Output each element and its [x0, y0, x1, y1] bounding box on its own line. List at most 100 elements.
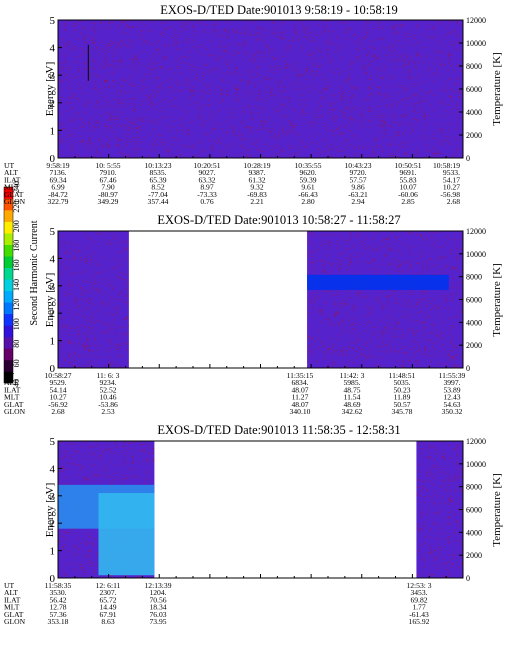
colorbar-tick-label: 220	[12, 201, 21, 213]
table-cell: 54.14	[49, 385, 66, 394]
row-label: GLON	[4, 407, 26, 416]
y2-tick-label: 8000	[466, 273, 482, 282]
table-cell: 357.44	[148, 197, 169, 206]
table-cell: 11:58:35	[45, 581, 72, 590]
table-cell: 11.27	[292, 393, 309, 402]
table-cell: 53.89	[443, 385, 460, 394]
table-cell: 10:20:51	[193, 161, 220, 170]
colorbar-swatch	[4, 313, 13, 326]
panel-1-title: EXOS-D/TED Date:901013 9:58:19 - 10:58:1…	[160, 3, 397, 17]
table-cell: 9.61	[301, 183, 314, 192]
table-cell: 2307.	[99, 588, 116, 597]
table-cell: 7.90	[101, 183, 114, 192]
colorbar-label: Second Harmonic Current	[29, 220, 40, 325]
table-cell: 11: 6: 3	[97, 371, 120, 380]
table-cell: 8.97	[200, 183, 213, 192]
table-cell: 9720.	[349, 168, 366, 177]
table-cell: 48.69	[343, 400, 360, 409]
table-cell: 8535.	[149, 168, 166, 177]
table-cell: -66.43	[298, 190, 318, 199]
y2-tick-label: 8000	[466, 483, 482, 492]
table-cell: 56.42	[49, 595, 66, 604]
table-cell: 2.68	[447, 197, 460, 206]
y-tick-label: 5	[50, 226, 56, 238]
table-cell: 7136.	[49, 168, 66, 177]
table-cell: 9:58:19	[46, 161, 69, 170]
colorbar-tick-label: 60	[12, 359, 21, 367]
table-cell: 73.95	[149, 617, 166, 626]
y-tick-label: 1	[50, 125, 56, 137]
y-tick-label: 2	[50, 308, 56, 320]
table-cell: 9.32	[250, 183, 263, 192]
table-cell: 10:58:19	[433, 161, 460, 170]
table-cell: 8.63	[101, 617, 114, 626]
table-cell: 342.62	[342, 407, 363, 416]
table-cell: -56.92	[48, 400, 68, 409]
table-cell: 12:53: 3	[406, 581, 431, 590]
y2-tick-label: 10000	[466, 39, 486, 48]
row-label: UT	[4, 371, 14, 380]
y2-tick-label: 0	[466, 574, 470, 583]
table-cell: 65.39	[149, 175, 166, 184]
colorbar-tick-label: 80	[12, 340, 21, 348]
table-cell: 165.92	[409, 617, 430, 626]
y-tick-label: 5	[50, 15, 56, 27]
y-tick-label: 1	[50, 546, 56, 558]
table-cell: 10: 5:55	[95, 161, 120, 170]
row-label: MLT	[4, 393, 20, 402]
table-cell: 7910.	[99, 168, 116, 177]
table-cell: 54.63	[443, 400, 460, 409]
y2-tick-label: 12000	[466, 437, 486, 446]
table-cell: -60.06	[398, 190, 418, 199]
table-cell: 12:13:39	[144, 581, 171, 590]
panel-1: EXOS-D/TED Date:901013 9:58:19 - 10:58:1…	[4, 3, 503, 206]
y2-tick-label: 6000	[466, 296, 482, 305]
table-cell: 18.34	[149, 603, 166, 612]
y2-tick-label: 2000	[466, 551, 482, 560]
x-ticks	[57, 154, 464, 158]
y2-tick-label: 4000	[466, 528, 482, 537]
table-cell: 10.46	[99, 393, 116, 402]
table-cell: 54.17	[443, 175, 460, 184]
table-cell: 0.76	[200, 197, 213, 206]
colorbar-swatch	[4, 233, 13, 245]
table-cell: 349.29	[98, 197, 119, 206]
table-cell: 69.34	[49, 175, 66, 184]
y2-tick-label: 2000	[466, 341, 482, 350]
table-cell: 1.77	[412, 603, 425, 612]
table-cell: 10:35:55	[294, 161, 321, 170]
colorbar: 40 60 80 100 120 140 160 180 200 220 240 Second Ha…	[3, 181, 40, 387]
table-cell: 340.10	[290, 407, 311, 416]
y-tick-label: 1	[50, 336, 56, 348]
table-cell: 69.82	[410, 595, 427, 604]
panel-3-title: EXOS-D/TED Date:901013 11:58:35 - 12:58:…	[157, 423, 400, 437]
panel-1-ylabel: Energy [eV]	[44, 62, 56, 116]
table-cell: -63.21	[348, 190, 368, 199]
row-label: GLON	[4, 197, 26, 206]
y-tick-label: 5	[50, 436, 56, 448]
y2-tick-label: 6000	[466, 506, 482, 515]
y-tick-label: 3	[50, 491, 56, 503]
table-cell: 67.91	[99, 610, 116, 619]
table-cell: 11:42: 3	[340, 371, 365, 380]
y2-tick-label: 0	[466, 364, 470, 373]
table-cell: 3453.	[410, 588, 427, 597]
table-cell: -80.97	[98, 190, 118, 199]
table-cell: 10:13:23	[144, 161, 171, 170]
colorbar-swatch	[4, 221, 13, 234]
colorbar-tick-label: 180	[12, 240, 21, 252]
row-label: ALT	[4, 378, 18, 387]
y2-tick-label: 10000	[466, 460, 486, 469]
table-cell: 2.53	[101, 407, 114, 416]
row-label: ALT	[4, 168, 18, 177]
colorbar-swatch	[4, 348, 13, 361]
colorbar-swatch	[4, 256, 13, 269]
table-cell: 11:48:51	[389, 371, 416, 380]
table-cell: -61.43	[409, 610, 429, 619]
data-segment	[416, 441, 463, 578]
colorbar-swatch	[4, 187, 13, 199]
table-cell: 345.78	[392, 407, 413, 416]
y-tick-label: 4	[50, 43, 56, 55]
table-cell: 10:43:23	[344, 161, 371, 170]
data-band	[307, 274, 449, 290]
